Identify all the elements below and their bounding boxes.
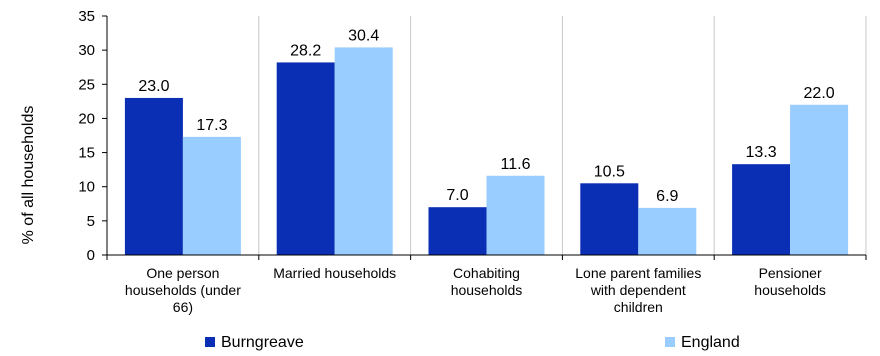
- bar-england: [638, 207, 697, 255]
- bar-burngreave: [276, 62, 335, 256]
- bar-england: [486, 175, 545, 255]
- x-category-label: Cohabiting households: [451, 265, 523, 298]
- data-label: 23.0: [138, 78, 169, 95]
- x-category-label: Lone parent families with dependent childr…: [575, 265, 701, 315]
- x-category-label: Pensioner households: [754, 265, 826, 298]
- y-axis-title: % of all households: [20, 106, 37, 245]
- y-tick-label: 10: [78, 179, 95, 196]
- bar-england: [334, 47, 393, 255]
- y-tick-label: 5: [87, 213, 95, 230]
- data-label: 22.0: [804, 85, 835, 102]
- data-label: 7.0: [446, 187, 468, 204]
- data-label: 28.2: [290, 42, 321, 59]
- legend-label-burngreave: Burngreave: [221, 334, 304, 351]
- data-label: 30.4: [348, 27, 379, 44]
- legend: Burngreave England: [205, 334, 740, 351]
- x-category-label: One person households (under 66): [125, 265, 241, 315]
- y-tick-label: 20: [78, 110, 95, 127]
- bar-england: [790, 104, 849, 256]
- y-tick-label: 0: [87, 247, 95, 264]
- legend-swatch-burngreave: [205, 337, 215, 347]
- bar-burngreave: [732, 164, 791, 255]
- bar-burngreave: [428, 207, 487, 255]
- bar-england: [182, 136, 241, 255]
- legend-swatch-england: [665, 337, 675, 347]
- data-label: 17.3: [196, 117, 227, 134]
- data-labels: 23.0 17.3 28.2 30.4 7.0 11.6 10.5 6.9 13.3 22.0: [138, 27, 834, 204]
- y-tick-labels: 0 5 10 15 20 25 30 35: [78, 8, 95, 264]
- data-label: 10.5: [594, 163, 625, 180]
- bars: [124, 47, 849, 256]
- x-category-label: Married households: [273, 265, 396, 281]
- category-separators: [258, 16, 867, 255]
- data-label: 11.6: [501, 156, 531, 173]
- bar-burngreave: [124, 97, 183, 255]
- bar-burngreave: [580, 183, 639, 255]
- legend-label-england: England: [681, 334, 740, 351]
- y-tick-label: 30: [78, 42, 95, 59]
- axes: [102, 15, 867, 260]
- y-tick-label: 35: [78, 8, 95, 25]
- x-category-labels: One person households (under 66) Married ho…: [125, 265, 826, 315]
- y-tick-label: 15: [78, 145, 95, 162]
- data-label: 6.9: [656, 188, 678, 205]
- y-tick-label: 25: [78, 76, 95, 93]
- data-label: 13.3: [746, 144, 777, 161]
